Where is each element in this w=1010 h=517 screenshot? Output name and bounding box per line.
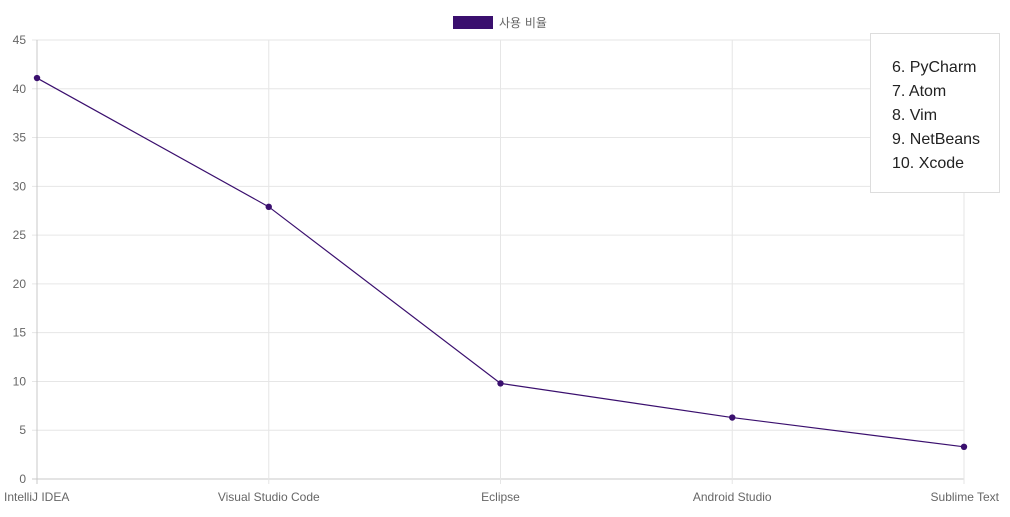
x-tick-label: Visual Studio Code [218, 490, 320, 504]
data-point[interactable] [33, 74, 41, 82]
legend-swatch[interactable] [453, 16, 493, 29]
y-tick-label: 0 [19, 472, 26, 486]
x-tick-label: Sublime Text [931, 490, 1000, 504]
x-axis-ticks: IntelliJ IDEA Visual Studio Code Eclipse An… [4, 490, 1000, 504]
data-point[interactable] [729, 414, 736, 421]
y-tick-label: 10 [13, 374, 27, 388]
y-tick-label: 30 [13, 179, 27, 193]
data-point[interactable] [265, 203, 272, 211]
y-tick-label: 40 [13, 82, 27, 96]
ranking-list: 6. PyCharm 7. Atom 8. Vim 9. NetBeans 10… [892, 56, 999, 176]
y-tick-label: 5 [19, 423, 26, 437]
chart-grid [32, 39, 965, 484]
y-tick-label: 35 [13, 131, 27, 145]
series-layer [33, 74, 968, 451]
ranking-item-6: 6. PyCharm [892, 59, 977, 76]
x-tick-label: Android Studio [693, 490, 772, 504]
y-tick-label: 25 [13, 228, 27, 242]
data-point[interactable] [497, 380, 504, 387]
ranking-item-9: 9. NetBeans [892, 131, 981, 148]
data-point[interactable] [960, 443, 968, 451]
ranking-list-box: 6. PyCharm 7. Atom 8. Vim 9. NetBeans 10… [870, 33, 1000, 193]
y-tick-label: 15 [13, 326, 27, 340]
x-tick-label: Eclipse [481, 490, 520, 504]
y-axis-ticks: 0 5 10 15 20 25 30 35 40 45 [13, 33, 27, 486]
y-tick-label: 45 [13, 33, 27, 47]
ranking-item-10: 10. Xcode [892, 155, 965, 172]
x-tick-label: IntelliJ IDEA [4, 490, 69, 504]
legend-label[interactable]: 사용 비율 [499, 16, 547, 30]
ranking-item-8: 8. Vim [892, 107, 938, 124]
y-tick-label: 20 [13, 277, 27, 291]
legend[interactable]: 사용 비율 [453, 16, 547, 30]
ranking-item-7: 7. Atom [892, 83, 947, 100]
